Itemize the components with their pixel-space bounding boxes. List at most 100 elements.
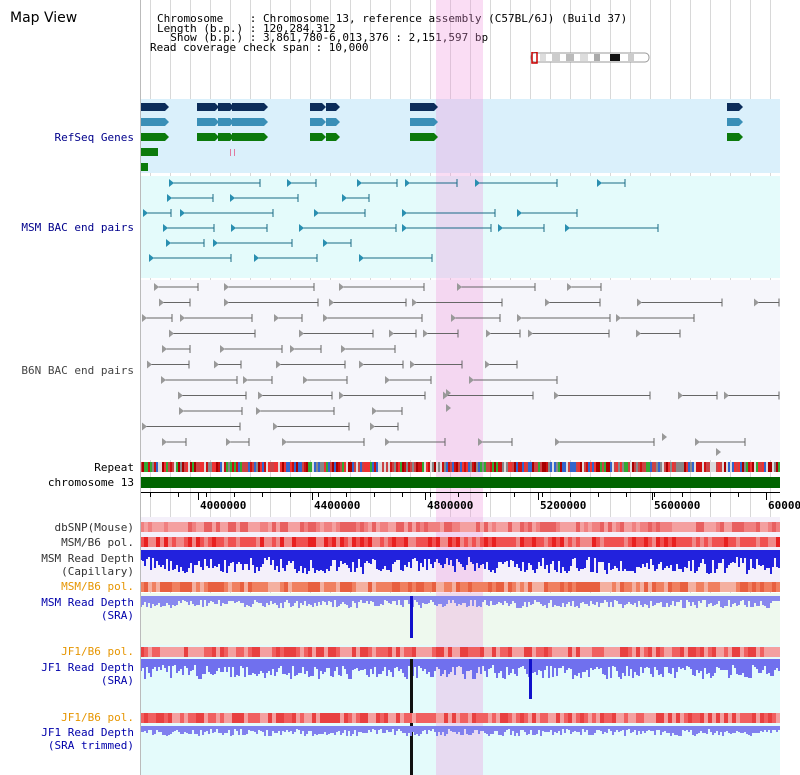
- repeat-element: [542, 462, 544, 472]
- jf1-sra-depth-bar: [690, 659, 692, 669]
- dbsnp-marker: [324, 522, 328, 532]
- msm-capillary-depth-bar: [610, 550, 612, 570]
- msm-b6-pol-label[interactable]: MSM/B6 pol.: [61, 536, 134, 549]
- msm-bac-label[interactable]: MSM BAC end pairs: [21, 221, 134, 234]
- jf1-trimmed-depth-bar: [738, 726, 740, 732]
- msm-capillary-depth-bar: [620, 550, 622, 561]
- msm-sra-depth-bar: [508, 596, 510, 606]
- msm-read-depth-capillary-label[interactable]: MSM Read Depth (Capillary): [41, 552, 134, 578]
- jf1-trimmed-depth-bar: [170, 726, 172, 734]
- jf1-trimmed-depth-bar: [314, 726, 316, 734]
- repeat-element: [370, 462, 372, 472]
- dbsnp-marker: [544, 522, 548, 532]
- jf1-sra-depth-bar: [778, 659, 780, 671]
- jf1-trimmed-depth-bar: [628, 726, 630, 729]
- jf1-b6-pol-trimmed-marker: [196, 713, 200, 723]
- msm-b6-pol-marker: [368, 537, 372, 547]
- msm-b6-pol-sra-marker: [652, 582, 656, 592]
- repeat-element: [578, 462, 580, 472]
- repeat-element: [316, 462, 318, 472]
- msm-sra-depth-bar: [590, 596, 592, 601]
- b6n-bac-pair-end: [303, 376, 308, 384]
- jf1-read-depth-sra-label[interactable]: JF1 Read Depth (SRA): [41, 661, 134, 687]
- gene-strand-arrow: [215, 103, 219, 111]
- jf1-sra-depth-bar: [186, 659, 188, 668]
- jf1-b6-pol-trimmed-marker: [416, 713, 420, 723]
- msm-capillary-depth-bar: [522, 550, 524, 562]
- msm-capillary-depth-bar: [220, 550, 222, 571]
- jf1-sra-depth-bar: [308, 659, 310, 677]
- jf1-sra-depth-bar: [352, 659, 354, 670]
- dbsnp-marker: [540, 522, 544, 532]
- jf1-trimmed-depth-bar: [386, 726, 388, 730]
- msm-capillary-depth-bar: [296, 550, 298, 573]
- msm-capillary-depth-bar: [252, 550, 254, 565]
- msm-sra-depth-bar: [280, 596, 282, 603]
- jf1-trimmed-depth-bar: [310, 726, 312, 731]
- msm-capillary-depth-bar: [552, 550, 554, 561]
- msm-sra-depth-bar: [534, 596, 536, 600]
- msm-capillary-depth-bar: [370, 550, 372, 564]
- msm-b6-pol-marker: [184, 537, 188, 547]
- msm-b6-pol-sra-marker: [456, 582, 460, 592]
- msm-bac-pair-end: [405, 179, 410, 187]
- jf1-sra-depth-bar: [202, 659, 204, 674]
- msm-sra-depth-bar: [426, 596, 428, 604]
- jf1-sra-depth-bar: [656, 659, 658, 670]
- msm-capillary-depth-bar: [454, 550, 456, 572]
- jf1-b6-pol-trimmed-marker: [588, 713, 592, 723]
- msm-b6-pol-marker: [528, 537, 532, 547]
- jf1-trimmed-depth-bar: [714, 726, 716, 733]
- jf1-trimmed-depth-bar: [616, 726, 618, 730]
- jf1-sra-depth-bar: [440, 659, 442, 676]
- msm-capillary-depth-bar: [592, 550, 594, 572]
- polymorphism-depth-tracks[interactable]: [140, 518, 780, 775]
- repeat-element: [450, 462, 452, 472]
- jf1-sra-depth-bar: [172, 659, 174, 666]
- repeat-element: [358, 462, 360, 472]
- msm-b6-pol-marker: [312, 537, 316, 547]
- chromosome-ideogram[interactable]: [528, 52, 653, 64]
- refseq-genes-label[interactable]: RefSeq Genes: [54, 131, 134, 144]
- jf1-sra-depth-bar: [188, 659, 190, 675]
- jf1-sra-depth-bar: [718, 659, 720, 668]
- msm-capillary-depth-bar: [320, 550, 322, 570]
- b6n-bac-label[interactable]: B6N BAC end pairs: [21, 364, 134, 377]
- jf1-trimmed-depth-bar: [526, 726, 528, 735]
- repeat-element: [380, 462, 382, 472]
- jf1-sra-depth-bar: [644, 659, 646, 668]
- jf1-b6-pol-trimmed-marker: [512, 713, 516, 723]
- dbsnp-marker: [252, 522, 256, 532]
- feature-tracks[interactable]: [0, 0, 800, 500]
- jf1-b6-pol-trimmed-label[interactable]: JF1/B6 pol.: [61, 711, 134, 724]
- dbsnp-marker: [304, 522, 308, 532]
- jf1-read-depth-trimmed-label[interactable]: JF1 Read Depth (SRA trimmed): [41, 726, 134, 752]
- msm-sra-depth-bar: [548, 596, 550, 603]
- jf1-trimmed-depth-bar: [516, 726, 518, 733]
- msm-b6-pol-sra-label[interactable]: MSM/B6 pol.: [61, 580, 134, 593]
- jf1-trimmed-depth-bar: [236, 726, 238, 731]
- jf1-trimmed-depth-bar: [166, 726, 168, 736]
- jf1-b6-pol-label[interactable]: JF1/B6 pol.: [61, 645, 134, 658]
- repeat-element: [690, 462, 692, 472]
- msm-sra-depth-bar: [776, 596, 778, 601]
- jf1-b6-pol-trimmed-marker: [628, 713, 632, 723]
- msm-capillary-depth-bar: [462, 550, 464, 567]
- jf1-b6-pol-trimmed-marker: [220, 713, 224, 723]
- repeat-element: [720, 462, 722, 472]
- msm-sra-depth-bar: [270, 596, 272, 601]
- msm-b6-pol-sra-marker: [332, 582, 336, 592]
- repeat-element: [454, 462, 456, 472]
- msm-capillary-depth-bar: [582, 550, 584, 569]
- jf1-trimmed-depth-bar: [146, 726, 148, 733]
- repeat-element: [312, 462, 314, 472]
- msm-capillary-depth-bar: [386, 550, 388, 570]
- msm-b6-pol-sra-marker: [196, 582, 200, 592]
- dbsnp-label[interactable]: dbSNP(Mouse): [54, 521, 134, 534]
- repeat-element: [630, 462, 632, 472]
- jf1-b6-pol-marker: [452, 647, 456, 657]
- jf1-trimmed-depth-bar: [454, 726, 456, 732]
- msm-read-depth-sra-label[interactable]: MSM Read Depth (SRA): [41, 596, 134, 622]
- jf1-trimmed-depth-bar: [754, 726, 756, 733]
- msm-b6-pol-marker: [428, 537, 432, 547]
